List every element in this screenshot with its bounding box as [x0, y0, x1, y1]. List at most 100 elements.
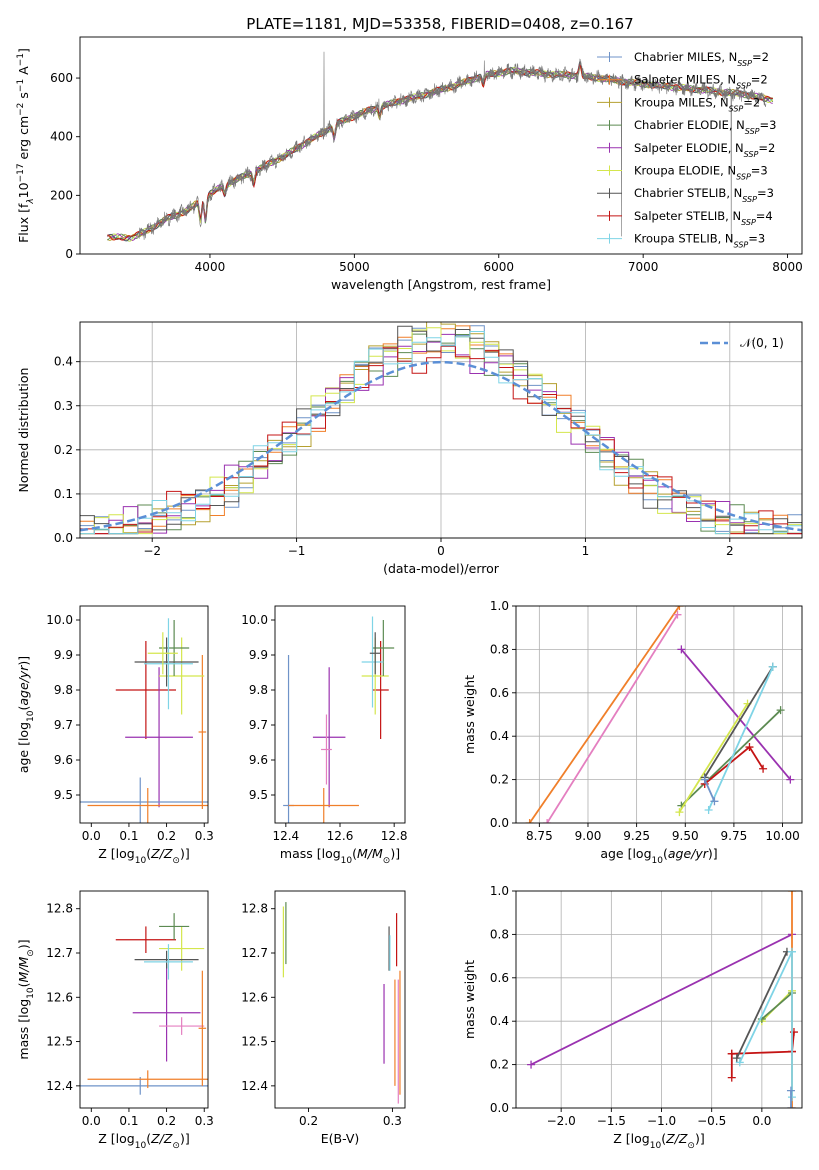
- y-axis-label: age [log10(age/yr)]: [16, 656, 36, 773]
- y-tick-label: 0.4: [490, 729, 509, 743]
- lbl-part: )]: [695, 1131, 705, 1146]
- lbl-part: Z/Z: [150, 846, 173, 861]
- legend-label-sub: SSP: [734, 240, 749, 249]
- weight-marker: [677, 645, 686, 654]
- y-tick-label: 0.8: [490, 927, 509, 941]
- panel-residuals: 𝒩(0, 1) −2 −1 0 1 2 0.0 0.1 0.2 0.3 0.4 (data-model…: [16, 321, 803, 576]
- legend-label: Chabrier MILES, NSSP=2: [634, 50, 769, 68]
- x-tick-label: 9.50: [672, 829, 699, 843]
- lbl-part: age/yr: [16, 665, 31, 706]
- weight-marker: [768, 662, 777, 671]
- x-tick-label: 0.2: [157, 1114, 176, 1128]
- lbl-part: Z/Z: [150, 1131, 173, 1146]
- panel-age_vs_Z: 0.0 0.1 0.2 0.39.59.69.79.89.910.0Z [log10(…: [16, 605, 214, 866]
- legend-label-suffix: =2: [751, 73, 768, 87]
- axes-frame: [79, 890, 209, 1109]
- y-tick-label: 0.6: [490, 971, 509, 985]
- weight-marker: [787, 891, 796, 895]
- x-tick-label: −1.5: [597, 1114, 626, 1128]
- weight-line: [707, 666, 774, 811]
- legend-label: Kroupa STELIB, NSSP=3: [634, 232, 765, 250]
- x-tick-label: 9.25: [623, 829, 650, 843]
- legend-label: Kroupa ELODIE, NSSP=3: [634, 164, 768, 182]
- lbl-part: (: [16, 706, 31, 711]
- legend-label: Salpeter ELODIE, NSSP=2: [634, 141, 775, 159]
- lbl-part: Z/Z: [665, 1131, 688, 1146]
- weight-line: [761, 992, 793, 1020]
- legend-label-main: Chabrier STELIB, N: [634, 186, 742, 200]
- legend-label-sub: SSP: [737, 59, 752, 68]
- weight-marker: [786, 1104, 795, 1108]
- x-tick-label: 12.4: [272, 829, 299, 843]
- weight-marker: [786, 1086, 795, 1095]
- lbl-sub: ⊙: [687, 1141, 695, 1151]
- x-tick-label: 0.0: [752, 1114, 771, 1128]
- x-tick-label: −2.0: [547, 1114, 576, 1128]
- legend: 𝒩(0, 1): [700, 336, 784, 350]
- legend-label-main: Chabrier MILES, N: [634, 50, 737, 64]
- lbl-part: )]: [16, 656, 31, 666]
- y-axis-label: mass [log10(M/M⊙)]: [16, 939, 36, 1059]
- lbl-sub: 10: [341, 856, 353, 866]
- weight-marker: [673, 610, 682, 619]
- gaussian-curve: [80, 360, 802, 532]
- weight-marker: [787, 1093, 796, 1102]
- y-axis-label: Normed distribution: [16, 368, 31, 493]
- lbl-part: mass [log: [280, 846, 341, 861]
- x-tick-label: 0.1: [119, 829, 138, 843]
- weight-line: [738, 951, 793, 1063]
- lbl-part: age [log: [16, 722, 31, 773]
- weight-line: [678, 703, 749, 813]
- y-tick-label: 10.0: [46, 613, 73, 627]
- x-tick-label: 1: [582, 544, 590, 558]
- weight-marker: [735, 1058, 744, 1067]
- y-axis-label-part: Flux [f: [16, 203, 31, 243]
- lbl-sub: 10: [135, 856, 147, 866]
- x-tick-label: 0.3: [195, 1114, 214, 1128]
- weight-marker: [787, 947, 796, 956]
- legend-label-suffix: =2: [758, 141, 775, 155]
- lbl-part: Z [log: [98, 846, 134, 861]
- y-tick-label: 600: [50, 71, 73, 85]
- lbl-sub: 10: [135, 1141, 147, 1151]
- weight-line: [735, 951, 788, 1059]
- x-tick-label: 0: [437, 544, 445, 558]
- y-tick-label: 9.8: [54, 683, 73, 697]
- lbl-part: )]: [180, 1131, 190, 1146]
- legend-label-sub: SSP: [745, 127, 760, 136]
- lbl-part: (: [352, 846, 357, 861]
- weight-line: [703, 779, 716, 802]
- x-tick-label: −0.5: [697, 1114, 726, 1128]
- y-axis-label-part: erg cm: [16, 116, 31, 164]
- weight-marker: [786, 775, 795, 784]
- lbl-sub: ⊙: [383, 856, 391, 866]
- weight-marker: [675, 808, 684, 817]
- weight-marker: [675, 606, 684, 610]
- axes-frame: [79, 36, 803, 255]
- x-tick-label: 0.0: [82, 829, 101, 843]
- panel-mass_vs_Z: 0.0 0.1 0.2 0.312.412.512.612.712.8Z [log10…: [16, 890, 214, 1151]
- x-tick-label: 0.0: [82, 1114, 101, 1128]
- y-axis-label-part: ]: [16, 48, 31, 53]
- legend-label: Chabrier ELODIE, NSSP=3: [634, 118, 776, 136]
- weight-marker: [527, 1060, 536, 1069]
- y-tick-label: 12.6: [46, 990, 73, 1004]
- weight-marker: [700, 775, 709, 784]
- y-tick-label: 12.5: [46, 1035, 73, 1049]
- weight-marker: [759, 764, 768, 773]
- y-tick-label: 9.5: [54, 788, 73, 802]
- figure-title: PLATE=1181, MJD=53358, FIBERID=0408, z=0…: [246, 15, 633, 33]
- lbl-part: )]: [708, 846, 718, 861]
- y-axis-label-part: −2: [16, 103, 26, 116]
- y-axis-label-part: 10: [16, 182, 31, 198]
- legend-label-main: Kroupa STELIB, N: [634, 232, 734, 246]
- data-spectrum: [138, 51, 767, 243]
- weight-line: [528, 606, 681, 823]
- legend-label: Salpeter STELIB, NSSP=4: [634, 209, 773, 227]
- weight-marker: [525, 819, 534, 823]
- y-tick-label: 0.8: [490, 642, 509, 656]
- x-axis-label: Z [log10(Z/Z⊙)]: [98, 846, 189, 866]
- plot-area: [80, 913, 208, 1095]
- lbl-part: (: [146, 1131, 151, 1146]
- legend-label-sub: SSP: [742, 195, 757, 204]
